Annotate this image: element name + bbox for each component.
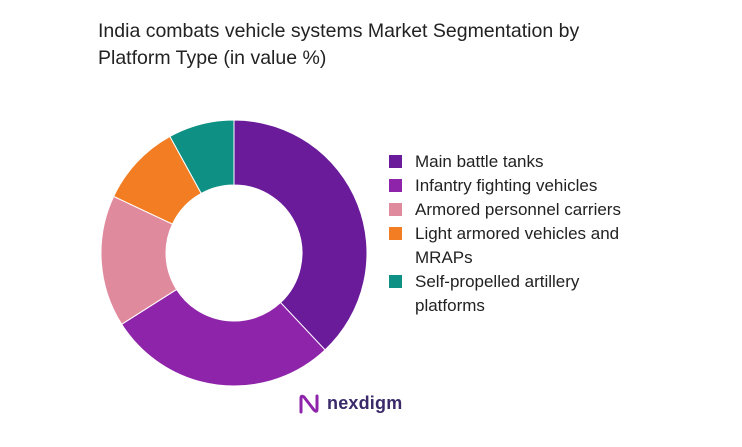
legend-label: Infantry fighting vehicles [415, 176, 598, 195]
legend-label: Main battle tanks [415, 152, 544, 171]
legend-swatch [389, 179, 402, 192]
brand-logo: nexdigm [299, 393, 402, 414]
legend-item-infantry-fighting-vehicles: Infantry fighting vehicles [389, 174, 709, 198]
legend-swatch [389, 275, 402, 288]
legend-item-armored-personnel-carriers: Armored personnel carriers [389, 198, 709, 222]
legend-item-self-propelled-artillery: Self-propelled artillery platforms [389, 270, 709, 318]
donut-slice-infantry-fighting-vehicles [121, 288, 326, 387]
legend-label: Armored personnel carriers [415, 200, 621, 219]
chart-title-line-2: Platform Type (in value %) [98, 47, 327, 69]
chart-title: India combats vehicle systems Market Seg… [98, 18, 698, 72]
brand-name: nexdigm [327, 393, 403, 413]
chart-title-line-1: India combats vehicle systems Market Seg… [98, 20, 580, 42]
legend-item-light-armored-vehicles: Light armored vehicles and MRAPs [389, 222, 709, 270]
legend-swatch [389, 203, 402, 216]
chart-legend: Main battle tanks Infantry fighting vehi… [389, 150, 709, 318]
donut-slice-self-propelled-artillery-platforms [169, 119, 235, 195]
legend-item-main-battle-tanks: Main battle tanks [389, 150, 709, 174]
legend-label: Self-propelled artillery platforms [415, 272, 580, 315]
nexdigm-logo-icon [299, 394, 319, 413]
legend-swatch [389, 155, 402, 168]
donut-slice-main-battle-tanks [233, 119, 368, 351]
legend-swatch [389, 227, 402, 240]
legend-label: Light armored vehicles and MRAPs [415, 224, 620, 267]
